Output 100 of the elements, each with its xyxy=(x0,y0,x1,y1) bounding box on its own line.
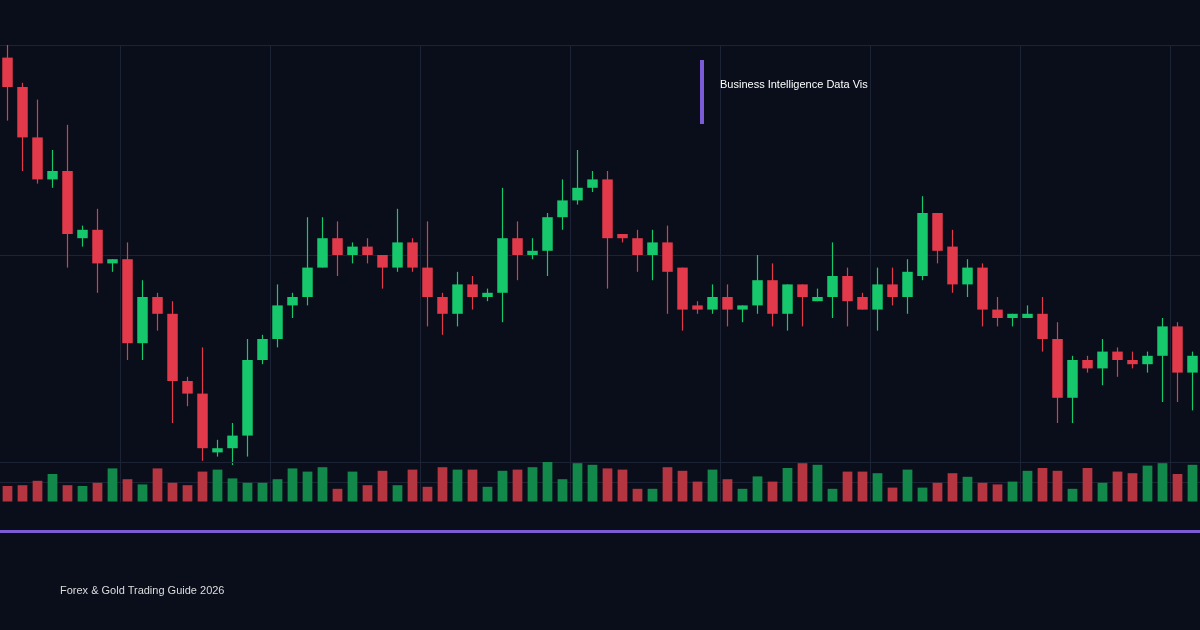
candlestick xyxy=(287,292,298,319)
bar xyxy=(542,462,553,502)
bar xyxy=(527,467,538,502)
bar xyxy=(167,482,178,502)
bar xyxy=(587,464,598,502)
bar xyxy=(1082,468,1093,502)
bar xyxy=(137,484,148,502)
bar xyxy=(1037,468,1048,502)
bar xyxy=(197,471,208,502)
bar xyxy=(1067,488,1078,502)
bar xyxy=(317,467,328,502)
candlestick xyxy=(227,422,238,465)
bar xyxy=(182,485,193,502)
bar xyxy=(452,469,463,502)
bar xyxy=(1022,470,1033,502)
bar xyxy=(947,473,958,502)
bar xyxy=(857,471,868,502)
candlestick xyxy=(512,220,523,281)
candlestick xyxy=(572,149,583,206)
bar xyxy=(617,469,628,502)
bar xyxy=(812,464,823,502)
bar xyxy=(722,479,733,502)
bar xyxy=(767,481,778,502)
bar xyxy=(152,468,163,502)
bar xyxy=(32,480,43,502)
bar xyxy=(1007,481,1018,502)
bar xyxy=(1187,464,1198,502)
candlestick xyxy=(437,292,448,336)
candlestick xyxy=(887,267,898,306)
bar xyxy=(422,486,433,502)
text: Forex & Gold Trading Guide 2026 xyxy=(60,584,225,596)
bar xyxy=(782,468,793,502)
bar xyxy=(1112,471,1123,502)
bar xyxy=(557,479,568,502)
bar xyxy=(122,479,133,502)
bar xyxy=(887,487,898,502)
candlestick xyxy=(722,283,733,327)
bar xyxy=(467,469,478,502)
candlestick xyxy=(707,283,718,315)
candlestick xyxy=(347,241,358,264)
bar xyxy=(347,471,358,502)
bar xyxy=(647,488,658,502)
bar xyxy=(902,469,913,502)
bar xyxy=(2,486,13,502)
candlestick xyxy=(647,229,658,281)
bar xyxy=(512,469,523,502)
candlestick xyxy=(377,254,388,290)
candlestick xyxy=(992,296,1003,327)
bar xyxy=(92,482,103,502)
candlestick xyxy=(527,237,538,260)
bar xyxy=(992,484,1003,502)
bar xyxy=(872,473,883,502)
bar xyxy=(482,486,493,502)
bar xyxy=(692,481,703,502)
candlestick xyxy=(827,241,838,319)
bar xyxy=(497,470,508,502)
candlestick xyxy=(557,178,568,231)
candlestick xyxy=(332,220,343,277)
candlestick xyxy=(587,170,598,193)
bar xyxy=(737,488,748,502)
candlestick xyxy=(962,258,973,298)
bar xyxy=(392,485,403,502)
bar xyxy=(797,463,808,502)
text: Business Intelligence Data Vis xyxy=(720,78,868,90)
candlestick xyxy=(1112,346,1123,378)
bar xyxy=(917,487,928,502)
bar xyxy=(1097,482,1108,502)
bar xyxy=(47,474,58,502)
candlestick xyxy=(362,237,373,264)
bar xyxy=(242,482,253,502)
bar xyxy=(227,478,238,502)
bar xyxy=(842,471,853,502)
candlestick xyxy=(1187,351,1198,411)
bar xyxy=(302,471,313,502)
bar xyxy=(632,488,643,502)
candlestick xyxy=(1097,338,1108,386)
bar xyxy=(1127,473,1138,502)
candlestick xyxy=(797,283,808,327)
bar xyxy=(1142,465,1153,502)
bar xyxy=(677,470,688,502)
bar xyxy=(962,476,973,502)
candlestick xyxy=(47,149,58,189)
bar xyxy=(212,469,223,502)
bar xyxy=(107,468,118,502)
bar xyxy=(272,479,283,502)
bar xyxy=(257,482,268,502)
bar xyxy=(287,468,298,502)
bar xyxy=(827,488,838,502)
bar xyxy=(707,469,718,502)
bar xyxy=(362,485,373,502)
bar xyxy=(17,485,28,502)
candlestick xyxy=(467,275,478,311)
bar xyxy=(332,488,343,502)
bar xyxy=(662,467,673,502)
bar xyxy=(62,485,73,502)
candlestick xyxy=(1142,351,1153,374)
candlestick xyxy=(152,292,163,332)
bar xyxy=(77,486,88,502)
bar xyxy=(1052,470,1063,502)
candlestick xyxy=(182,376,193,407)
